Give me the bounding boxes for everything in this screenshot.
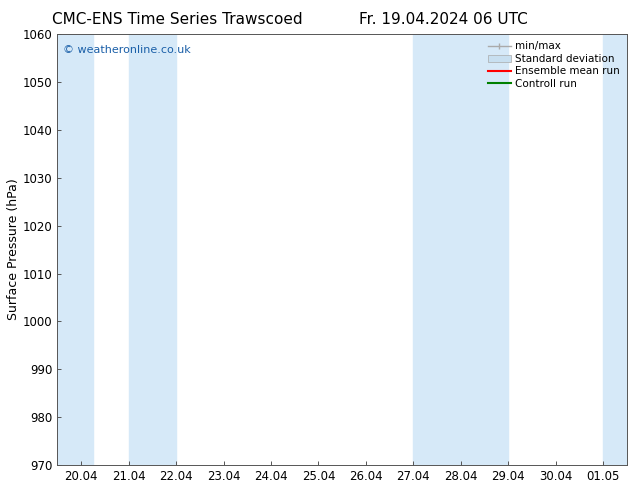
Bar [604,34,627,465]
Text: CMC-ENS Time Series Trawscoed: CMC-ENS Time Series Trawscoed [52,12,303,27]
Text: Fr. 19.04.2024 06 UTC: Fr. 19.04.2024 06 UTC [359,12,528,27]
Legend: min/max, Standard deviation, Ensemble mean run, Controll run: min/max, Standard deviation, Ensemble me… [486,39,622,91]
Bar [413,34,508,465]
Y-axis label: Surface Pressure (hPa): Surface Pressure (hPa) [7,179,20,320]
Bar [57,34,93,465]
Text: © weatheronline.co.uk: © weatheronline.co.uk [63,45,191,55]
Bar [129,34,176,465]
